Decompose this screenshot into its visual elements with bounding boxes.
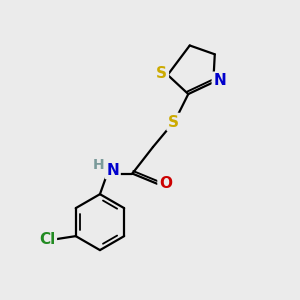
Text: S: S [168, 115, 179, 130]
Text: H: H [93, 158, 105, 172]
Text: N: N [106, 163, 119, 178]
Text: S: S [156, 66, 167, 81]
Text: Cl: Cl [39, 232, 55, 247]
Text: O: O [159, 176, 172, 191]
Text: N: N [213, 73, 226, 88]
